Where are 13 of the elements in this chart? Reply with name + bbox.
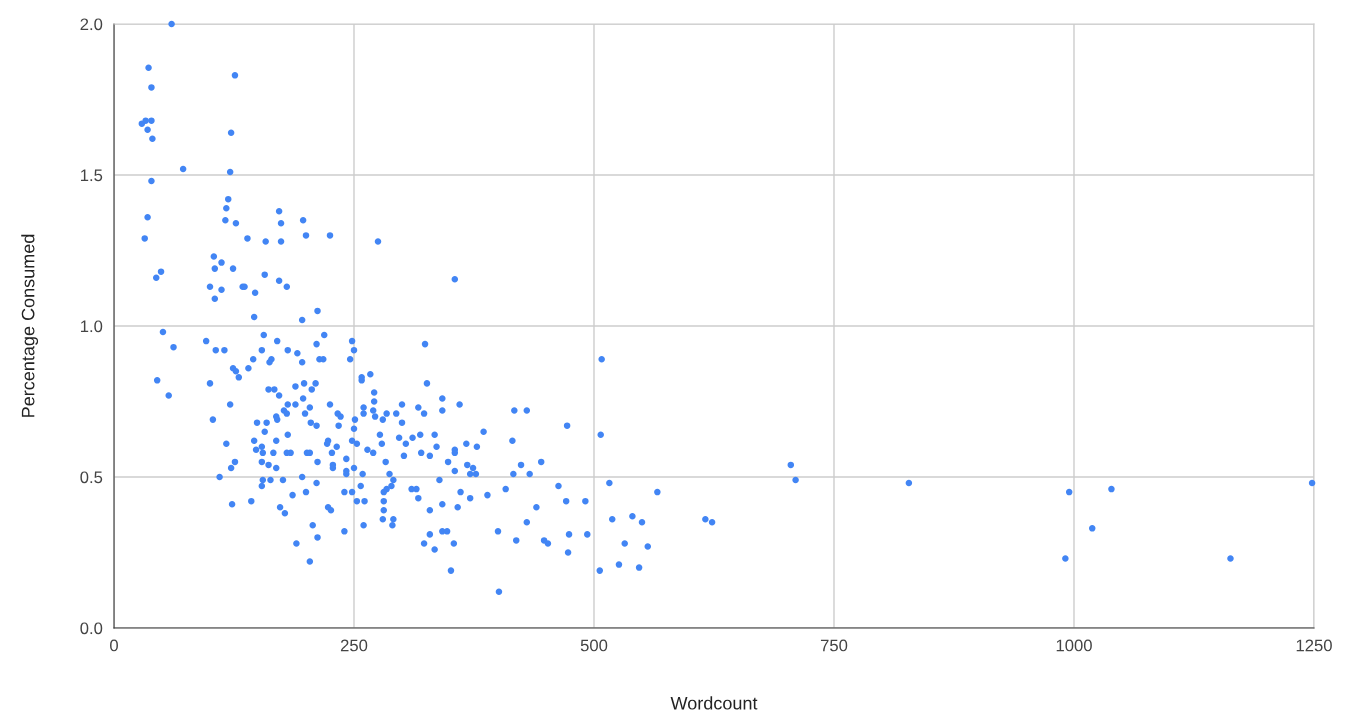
- x-tick-label: 250: [340, 639, 368, 652]
- x-tick-label: 750: [820, 639, 848, 652]
- y-axis-title: Percentage Consumed: [21, 234, 39, 417]
- x-tick-label: 0: [110, 639, 118, 652]
- y-tick-label: 0.0: [80, 622, 103, 635]
- y-tick-label: 2.0: [80, 18, 103, 31]
- x-tick-label: 1250: [1296, 639, 1332, 652]
- x-tick-label: 1000: [1056, 639, 1092, 652]
- x-axis-title: Wordcount: [670, 696, 758, 710]
- y-tick-label: 1.0: [80, 320, 103, 333]
- x-tick-label: 500: [580, 639, 608, 652]
- y-tick-label: 0.5: [80, 471, 103, 484]
- y-tick-label: 1.5: [80, 169, 103, 182]
